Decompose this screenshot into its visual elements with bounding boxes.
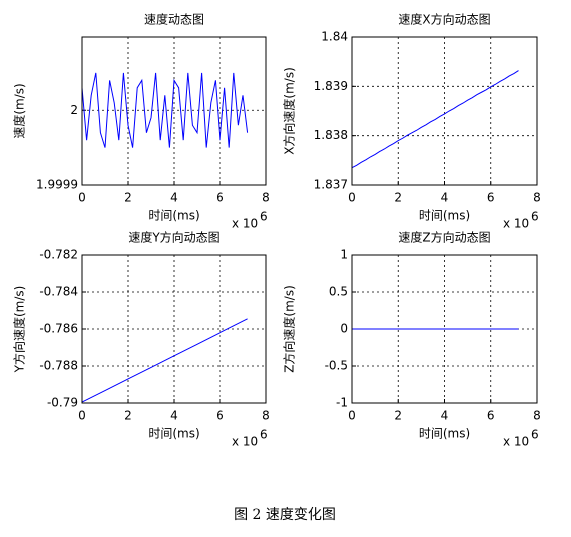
x-tick-label: 8 (533, 409, 541, 423)
y-tick-label: -0.786 (39, 322, 78, 336)
caption: 图 2 速度变化图 (234, 507, 336, 523)
data-line (81, 72, 249, 148)
x-multiplier-exponent: 6 (531, 428, 539, 442)
y-axis-label: X方向速度(m/s) (282, 67, 297, 155)
x-tick-label: 0 (348, 409, 356, 423)
y-axis-label: 速度(m/s) (12, 83, 27, 138)
plot-area (352, 37, 537, 185)
x-axis-label: 时间(ms) (419, 427, 470, 441)
y-tick-label: -1 (336, 396, 348, 410)
y-axis-label: Z方向速度(m/s) (282, 285, 297, 373)
axes-box (81, 36, 267, 186)
y-tick-label: 1.84 (321, 30, 348, 44)
y-tick-label: 1.837 (314, 178, 348, 192)
x-tick-label: 8 (262, 191, 270, 205)
x-tick-label: 2 (124, 191, 132, 205)
x-multiplier: x 10 (503, 217, 529, 231)
x-tick-label: 0 (78, 409, 86, 423)
y-tick-label: -0.784 (39, 285, 78, 299)
x-tick-label: 2 (394, 409, 402, 423)
x-multiplier-exponent: 6 (531, 210, 539, 224)
axes-box (351, 254, 538, 404)
x-tick-label: 6 (216, 191, 224, 205)
y-tick-label: 1.838 (314, 128, 348, 142)
x-tick-label: 4 (441, 191, 449, 205)
y-tick-label: 0.5 (329, 285, 348, 299)
axes-box (351, 36, 538, 186)
x-tick-label: 4 (441, 409, 449, 423)
y-tick-label: -0.79 (47, 396, 78, 410)
x-multiplier: x 10 (232, 217, 258, 231)
data-line (81, 318, 248, 403)
x-multiplier: x 10 (232, 435, 258, 449)
x-axis-label: 时间(ms) (148, 209, 199, 223)
axes-box (81, 254, 267, 404)
x-tick-label: 6 (487, 191, 495, 205)
chart-title: 速度动态图 (144, 12, 204, 27)
data-line (351, 70, 519, 169)
x-multiplier-exponent: 6 (260, 210, 268, 224)
x-tick-label: 8 (533, 191, 541, 205)
x-tick-label: 6 (487, 409, 495, 423)
y-tick-label: 1.839 (314, 79, 348, 93)
x-axis-label: 时间(ms) (419, 209, 470, 223)
y-tick-label: 1.9999 (36, 178, 78, 192)
y-tick-label: 1 (340, 248, 348, 262)
x-tick-label: 0 (78, 191, 86, 205)
y-tick-label: -0.788 (39, 359, 78, 373)
chart-title: 速度Z方向动态图 (398, 230, 490, 245)
y-tick-label: -0.5 (325, 359, 348, 373)
chart-title: 速度X方向动态图 (398, 12, 490, 27)
x-tick-label: 4 (170, 409, 178, 423)
x-multiplier: x 10 (503, 435, 529, 449)
x-tick-label: 2 (124, 409, 132, 423)
x-tick-label: 2 (394, 191, 402, 205)
chart-title: 速度Y方向动态图 (128, 230, 219, 245)
y-tick-label: -0.782 (39, 248, 78, 262)
x-tick-label: 4 (170, 191, 178, 205)
x-multiplier-exponent: 6 (260, 428, 268, 442)
y-tick-label: 0 (340, 322, 348, 336)
plot-area (82, 37, 266, 185)
x-tick-label: 6 (216, 409, 224, 423)
y-axis-label: Y方向速度(m/s) (12, 286, 27, 374)
x-tick-label: 8 (262, 409, 270, 423)
y-tick-label: 2 (70, 103, 78, 117)
x-tick-label: 0 (348, 191, 356, 205)
x-axis-label: 时间(ms) (148, 427, 199, 441)
